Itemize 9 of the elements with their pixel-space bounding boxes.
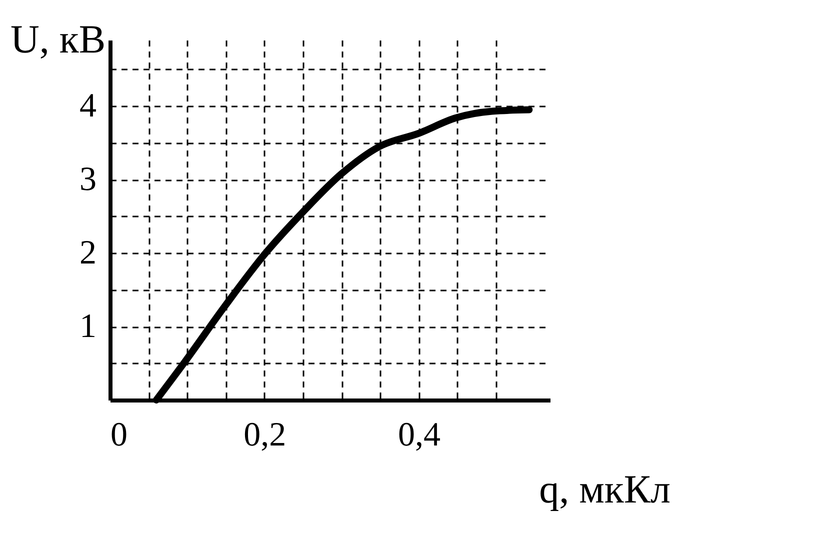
x-tick-label: 0,2 (244, 416, 286, 454)
y-tick-label: 1 (80, 308, 96, 346)
y-tick-label: 3 (80, 161, 96, 198)
y-tick-label: 2 (80, 234, 96, 272)
x-tick-label: 0 (110, 416, 128, 454)
x-tick-label: 0,4 (398, 416, 441, 454)
y-axis-title: U, кВ (10, 16, 106, 62)
y-tick-label: 4 (80, 88, 96, 125)
x-axis-title: q, мкКл (539, 466, 671, 512)
